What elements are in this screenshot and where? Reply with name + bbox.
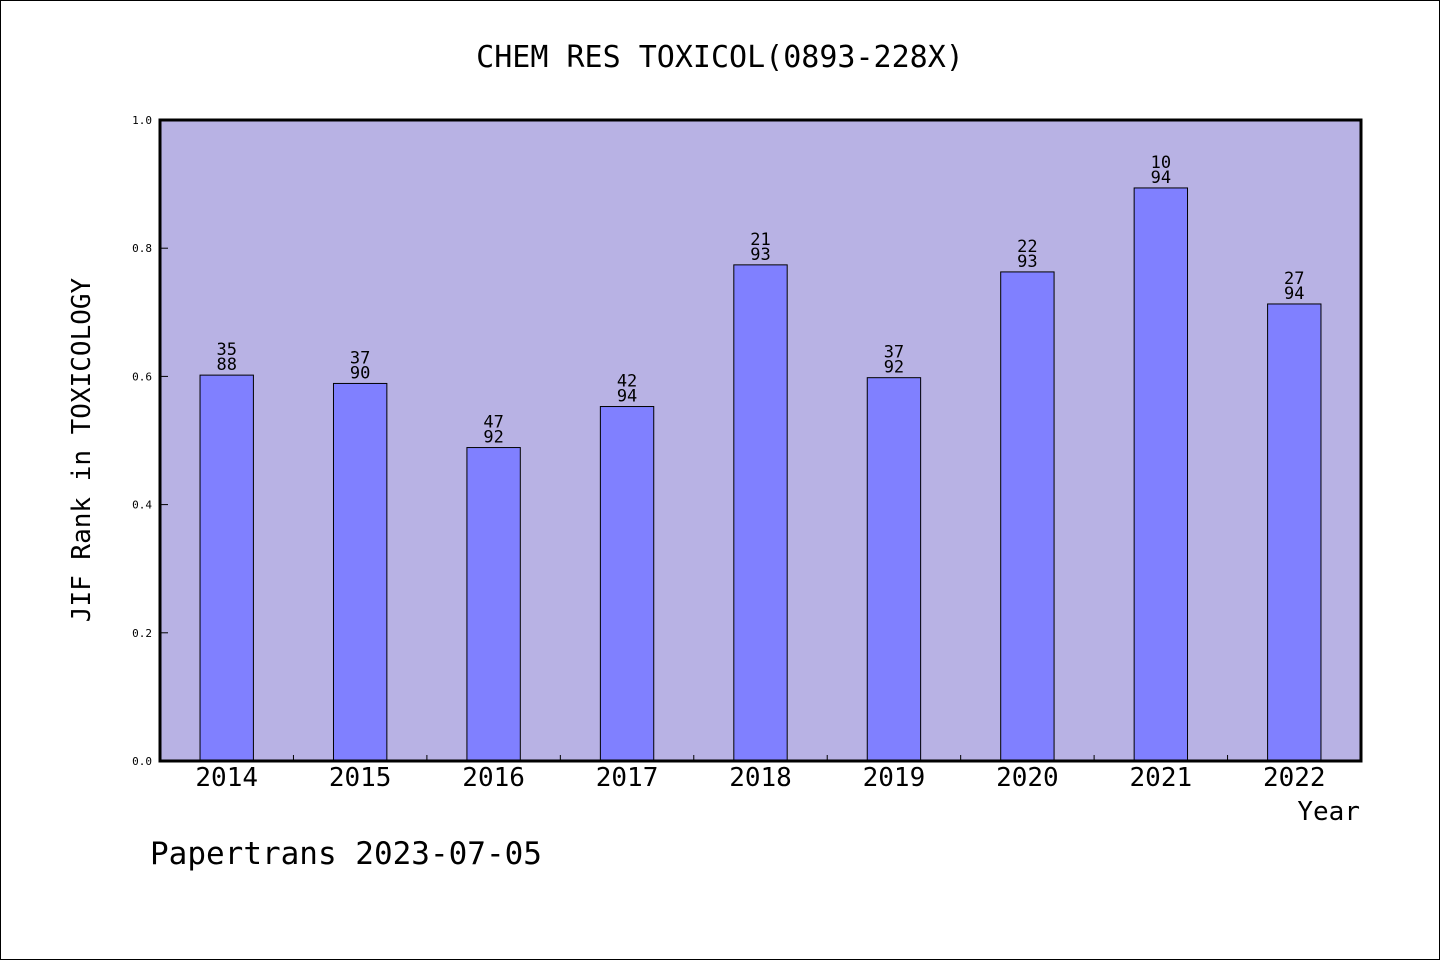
data-label-top-2015: 37 [350, 348, 370, 368]
bar-2021 [1133, 187, 1189, 762]
x-axis-ticks: 2014 2015 2016 2017 2018 2019 2020 2021 2022 [195, 755, 1326, 793]
footer-credit: Papertrans 2023-07-05 [150, 836, 542, 872]
data-label-bottom-2016: 92 [483, 428, 503, 448]
x-tick-label-2020: 2020 [996, 763, 1059, 793]
data-label-top-2019: 37 [884, 343, 904, 363]
data-label-bottom-2014: 88 [216, 355, 236, 375]
x-tick-label-2015: 2015 [329, 763, 392, 793]
x-tick-label-2014: 2014 [195, 763, 258, 793]
data-label-top-2017: 42 [617, 372, 637, 392]
data-label-bottom-2020: 93 [1017, 252, 1037, 272]
y-tick-label-1.0: 1.0 [132, 114, 152, 127]
data-label-bottom-2018: 93 [750, 245, 770, 265]
data-label-bottom-2017: 94 [617, 387, 637, 407]
x-tick-label-2019: 2019 [863, 763, 926, 793]
data-label-bottom-2015: 90 [350, 363, 370, 383]
bar-2016 [466, 447, 521, 762]
data-label-top-2016: 47 [483, 413, 503, 433]
x-tick-label-2017: 2017 [596, 763, 659, 793]
x-axis-label: Year [1297, 797, 1360, 827]
data-label-top-2014: 35 [216, 340, 236, 360]
data-label-bottom-2022: 94 [1284, 284, 1304, 304]
data-label-top-2021: 10 [1151, 153, 1171, 173]
y-axis-ticks: 0.0 0.2 0.4 0.6 0.8 1.0 [132, 114, 168, 768]
y-tick-label-0.0: 0.0 [132, 755, 152, 768]
chart-title: CHEM RES TOXICOL(0893-228X) [476, 40, 964, 75]
x-tick-label-2016: 2016 [462, 763, 525, 793]
bar-2022 [1267, 303, 1322, 762]
bar-2015 [332, 382, 388, 762]
y-tick-label-0.2: 0.2 [132, 627, 152, 640]
bar-2014 [199, 374, 254, 762]
bar-2020 [1000, 271, 1055, 762]
bar-2017 [599, 406, 655, 762]
y-axis-label: JIF Rank in TOXICOLOGY [67, 277, 97, 622]
data-label-top-2020: 22 [1017, 237, 1037, 257]
y-tick-label-0.6: 0.6 [132, 370, 152, 383]
data-label-bottom-2019: 92 [884, 358, 904, 378]
bars-group [199, 187, 1322, 762]
plot-border [158, 118, 1363, 763]
y-tick-label-0.8: 0.8 [132, 242, 152, 255]
x-tick-label-2022: 2022 [1263, 763, 1326, 793]
x-tick-label-2018: 2018 [729, 763, 792, 793]
bar-2018 [733, 264, 788, 762]
bar-2019 [866, 377, 922, 762]
data-label-top-2022: 27 [1284, 269, 1304, 289]
data-label-bottom-2021: 94 [1151, 168, 1171, 188]
x-tick-label-2021: 2021 [1130, 763, 1193, 793]
data-label-top-2018: 21 [750, 230, 770, 250]
y-tick-label-0.4: 0.4 [132, 499, 152, 512]
